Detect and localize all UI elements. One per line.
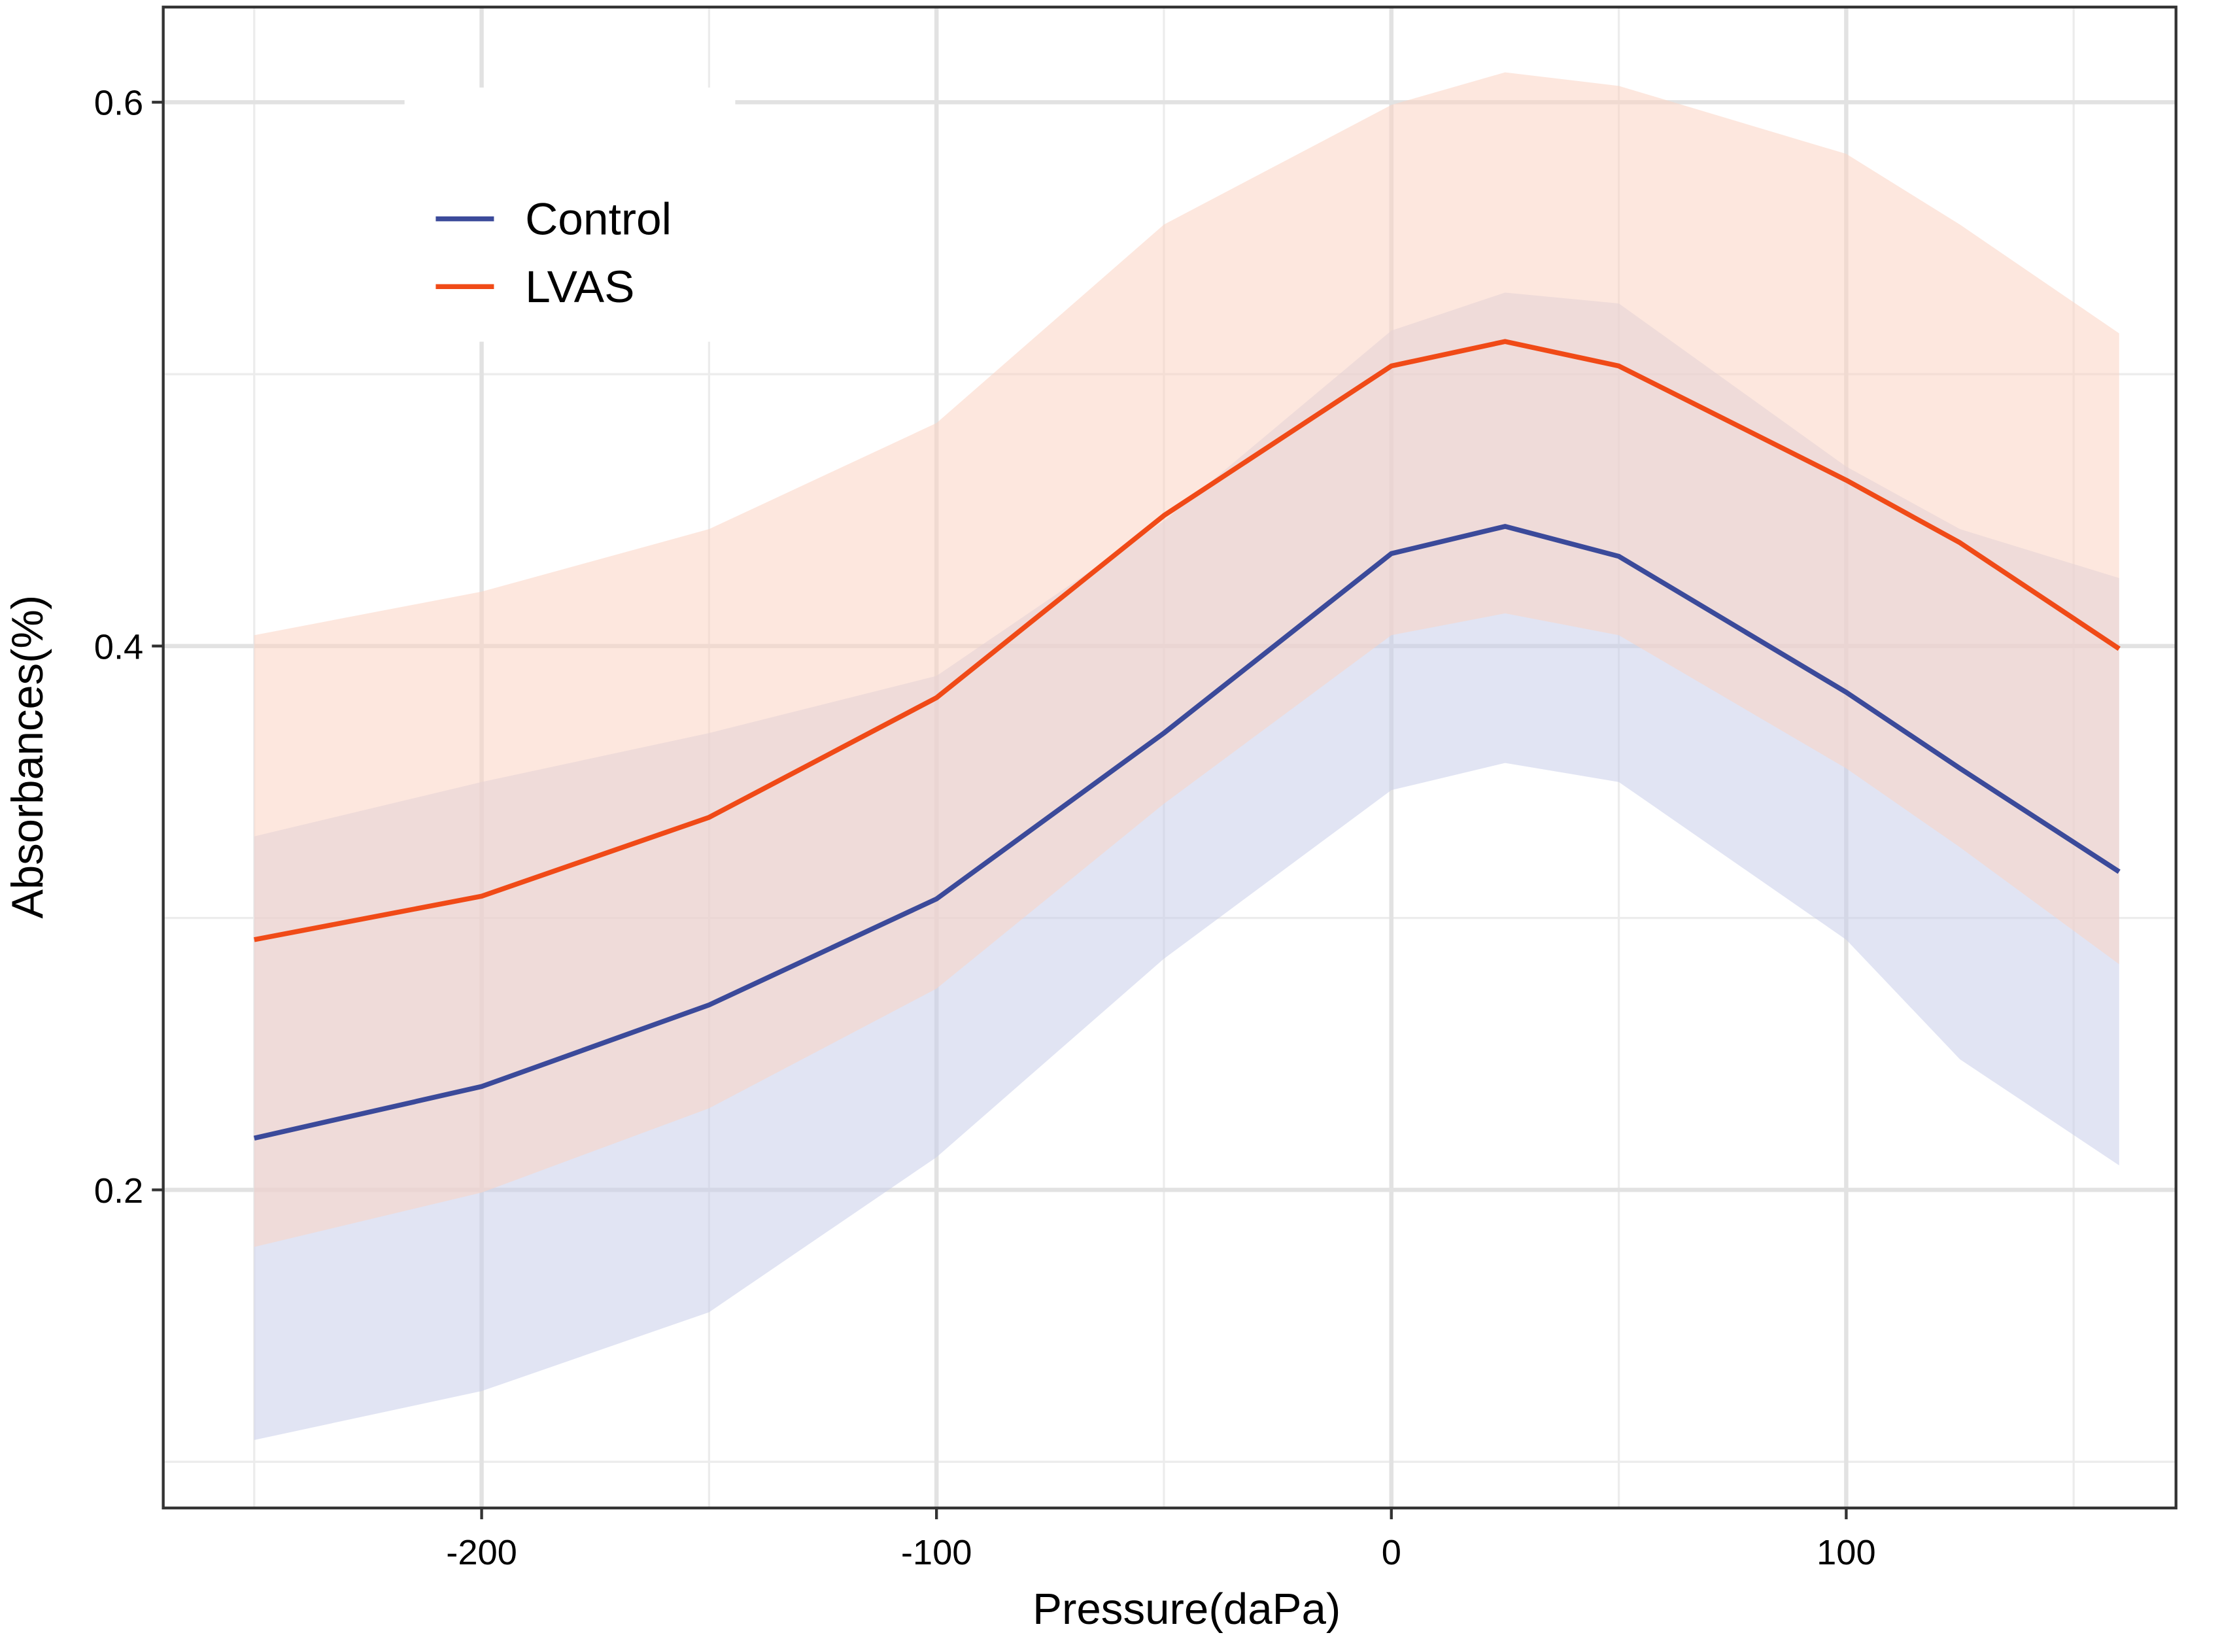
y-axis-title: Absorbances(%): [3, 595, 52, 919]
x-tick-label: 100: [1817, 1533, 1876, 1572]
confidence-band: [254, 72, 2119, 1247]
legend-label: Control: [525, 194, 672, 245]
panel-border: [162, 5, 2177, 1509]
line: [254, 339, 2121, 942]
x-tick-label: -100: [901, 1533, 972, 1572]
x-tick-label: -200: [446, 1533, 517, 1572]
x-axis-title: Pressure(daPa): [1033, 1585, 1341, 1634]
y-tick-label: 0.2: [94, 1171, 143, 1211]
legend-label: LVAS: [525, 261, 634, 312]
x-tick-label: 0: [1382, 1533, 1401, 1572]
legend-background: [404, 87, 736, 342]
line: [253, 524, 2121, 1141]
y-tick-label: 0.6: [94, 84, 143, 123]
legend: Control LVAS: [404, 87, 736, 342]
y-tick-label: 0.4: [94, 627, 143, 666]
